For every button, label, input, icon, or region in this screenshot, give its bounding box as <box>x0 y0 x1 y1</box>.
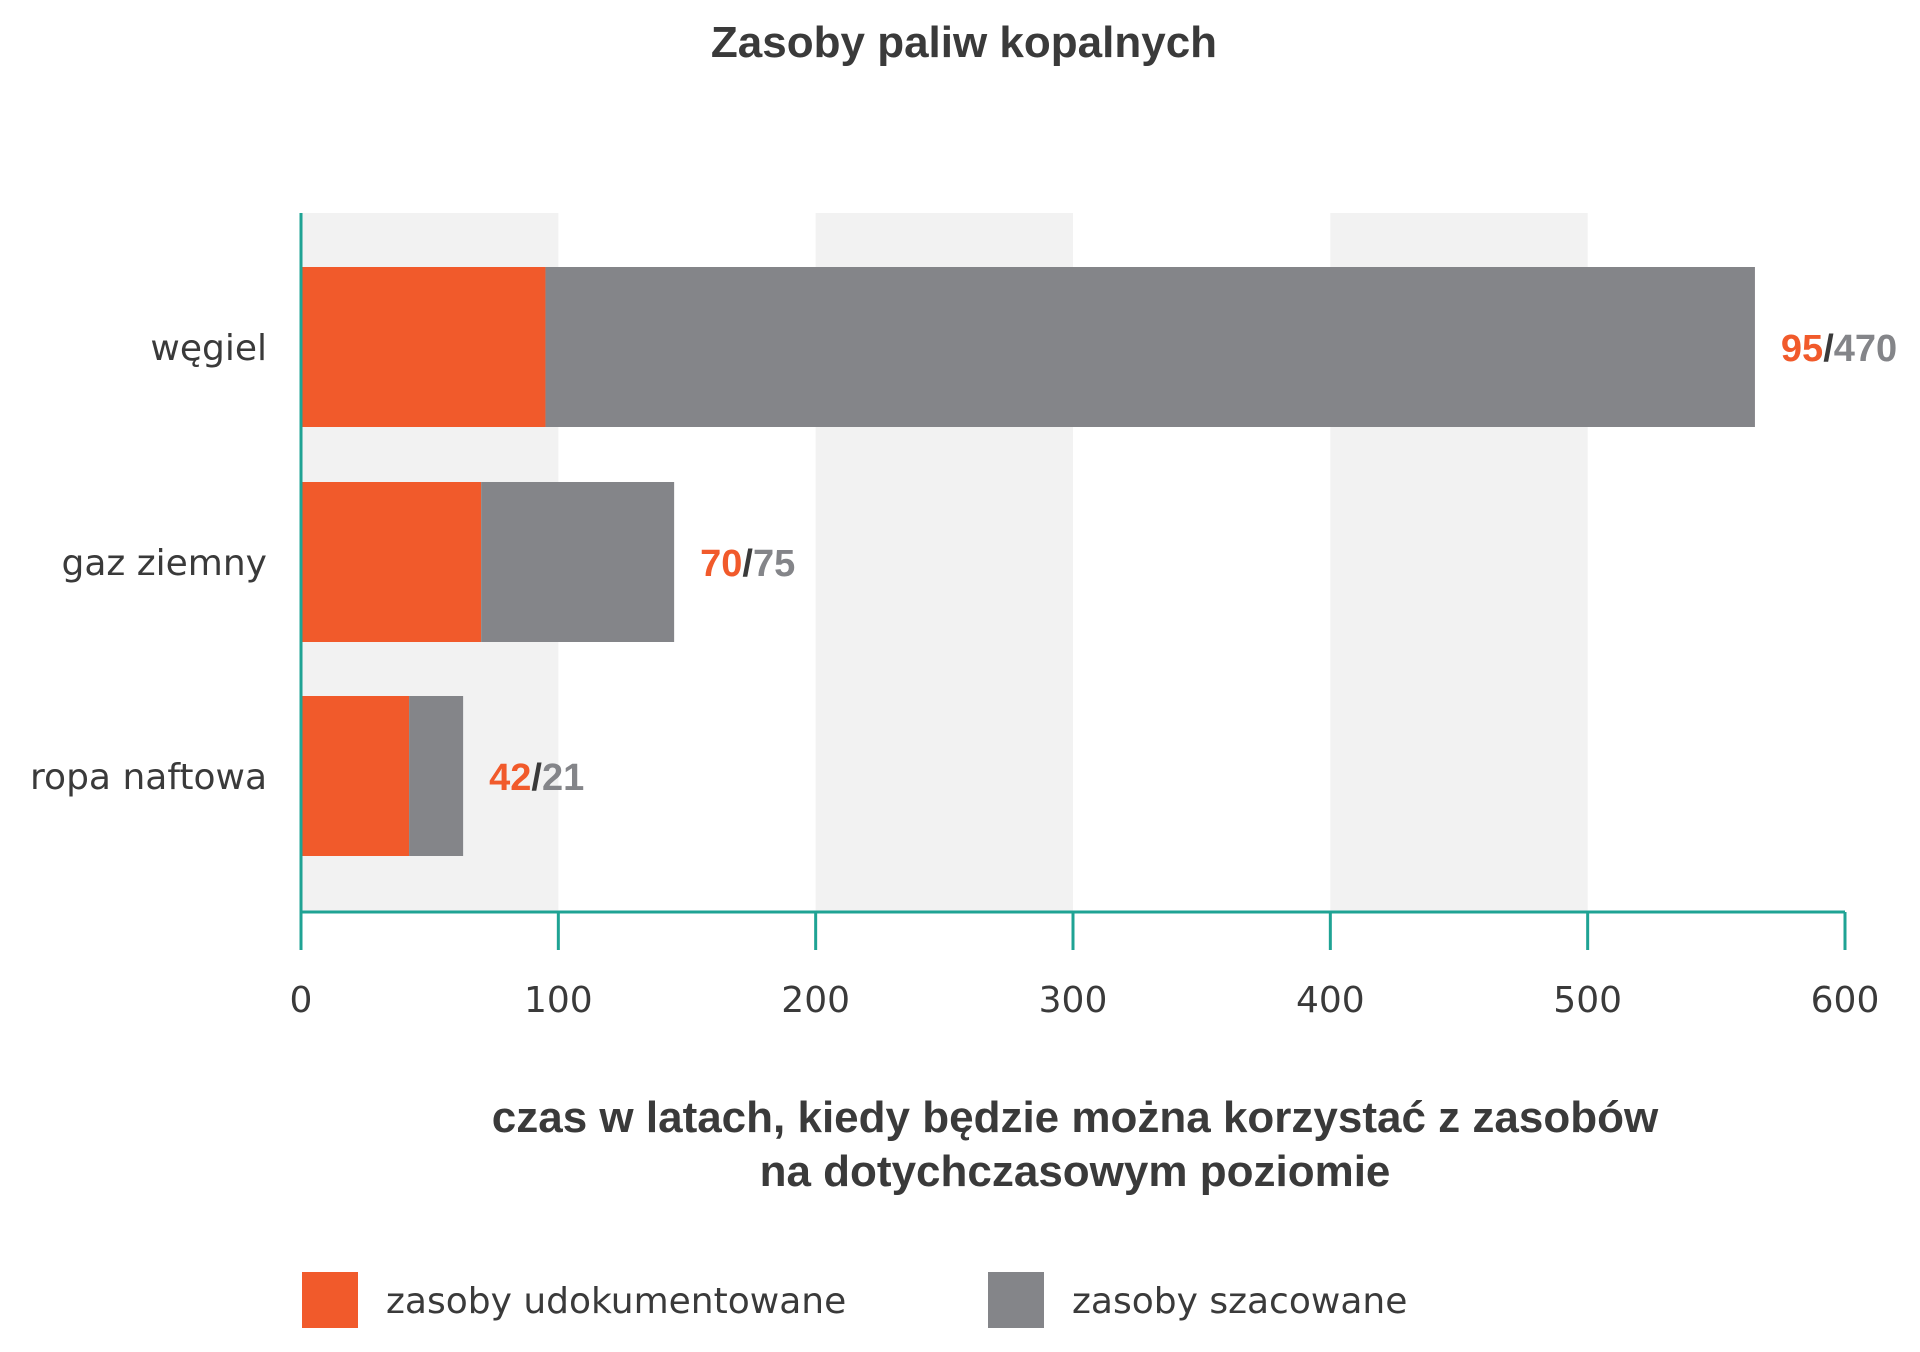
x-tick-label: 300 <box>1039 980 1108 1021</box>
bar-segment <box>545 267 1755 427</box>
bar-segment <box>301 482 482 642</box>
bar-value-label: 95/470 <box>1781 328 1897 370</box>
x-tick-label: 600 <box>1811 980 1880 1021</box>
bar-segment <box>481 482 675 642</box>
labels: Zasoby paliw kopalnych czas w latach, ki… <box>30 18 1897 1196</box>
bar-value-label: 70/75 <box>700 543 795 585</box>
legend-swatch <box>988 1272 1044 1328</box>
x-tick-label: 100 <box>524 980 593 1021</box>
x-axis-label-line-2: na dotychczasowym poziomie <box>760 1147 1391 1196</box>
bar-value-label: 42/21 <box>489 757 584 799</box>
axes: 0 100 200 300 400 500 600 <box>290 213 1880 1021</box>
x-tick-label: 0 <box>290 980 313 1021</box>
legend-label: zasoby szacowane <box>1072 1281 1407 1322</box>
category-label: ropa naftowa <box>30 757 267 798</box>
category-label: gaz ziemny <box>62 543 268 584</box>
bar-segment <box>301 267 546 427</box>
bar-segment <box>409 696 464 856</box>
legend-swatch <box>302 1272 358 1328</box>
bars <box>301 267 1755 856</box>
bar-segment <box>301 696 410 856</box>
x-tick-label: 400 <box>1296 980 1365 1021</box>
x-tick-label: 500 <box>1553 980 1622 1021</box>
x-axis-label-line-1: czas w latach, kiedy będzie można korzys… <box>492 1093 1659 1142</box>
legend: zasoby udokumentowane zasoby szacowane <box>302 1272 1407 1328</box>
legend-label: zasoby udokumentowane <box>386 1281 846 1322</box>
x-tick-label: 200 <box>781 980 850 1021</box>
chart-title: Zasoby paliw kopalnych <box>711 18 1217 67</box>
category-label: węgiel <box>150 328 267 369</box>
